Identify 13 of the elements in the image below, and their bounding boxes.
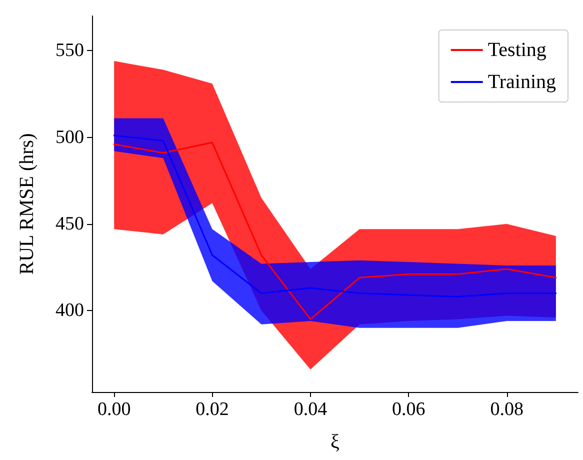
y-tick-label: 500 <box>56 126 84 148</box>
legend-label: Training <box>488 71 556 93</box>
legend-label: Testing <box>488 39 546 61</box>
x-tick-label: 0.06 <box>392 399 426 420</box>
y-axis-title: RUL RMSE (hrs) <box>16 133 38 275</box>
x-tick-label: 0.00 <box>97 399 131 420</box>
y-tick-label: 400 <box>56 300 84 322</box>
x-tick-label: 0.04 <box>294 399 328 420</box>
x-tick-label: 0.02 <box>196 399 229 420</box>
y-tick-label: 450 <box>56 213 84 234</box>
y-tick-label: 550 <box>56 40 84 62</box>
x-axis-title: ξ <box>330 431 340 453</box>
x-tick-label: 0.08 <box>490 399 524 420</box>
